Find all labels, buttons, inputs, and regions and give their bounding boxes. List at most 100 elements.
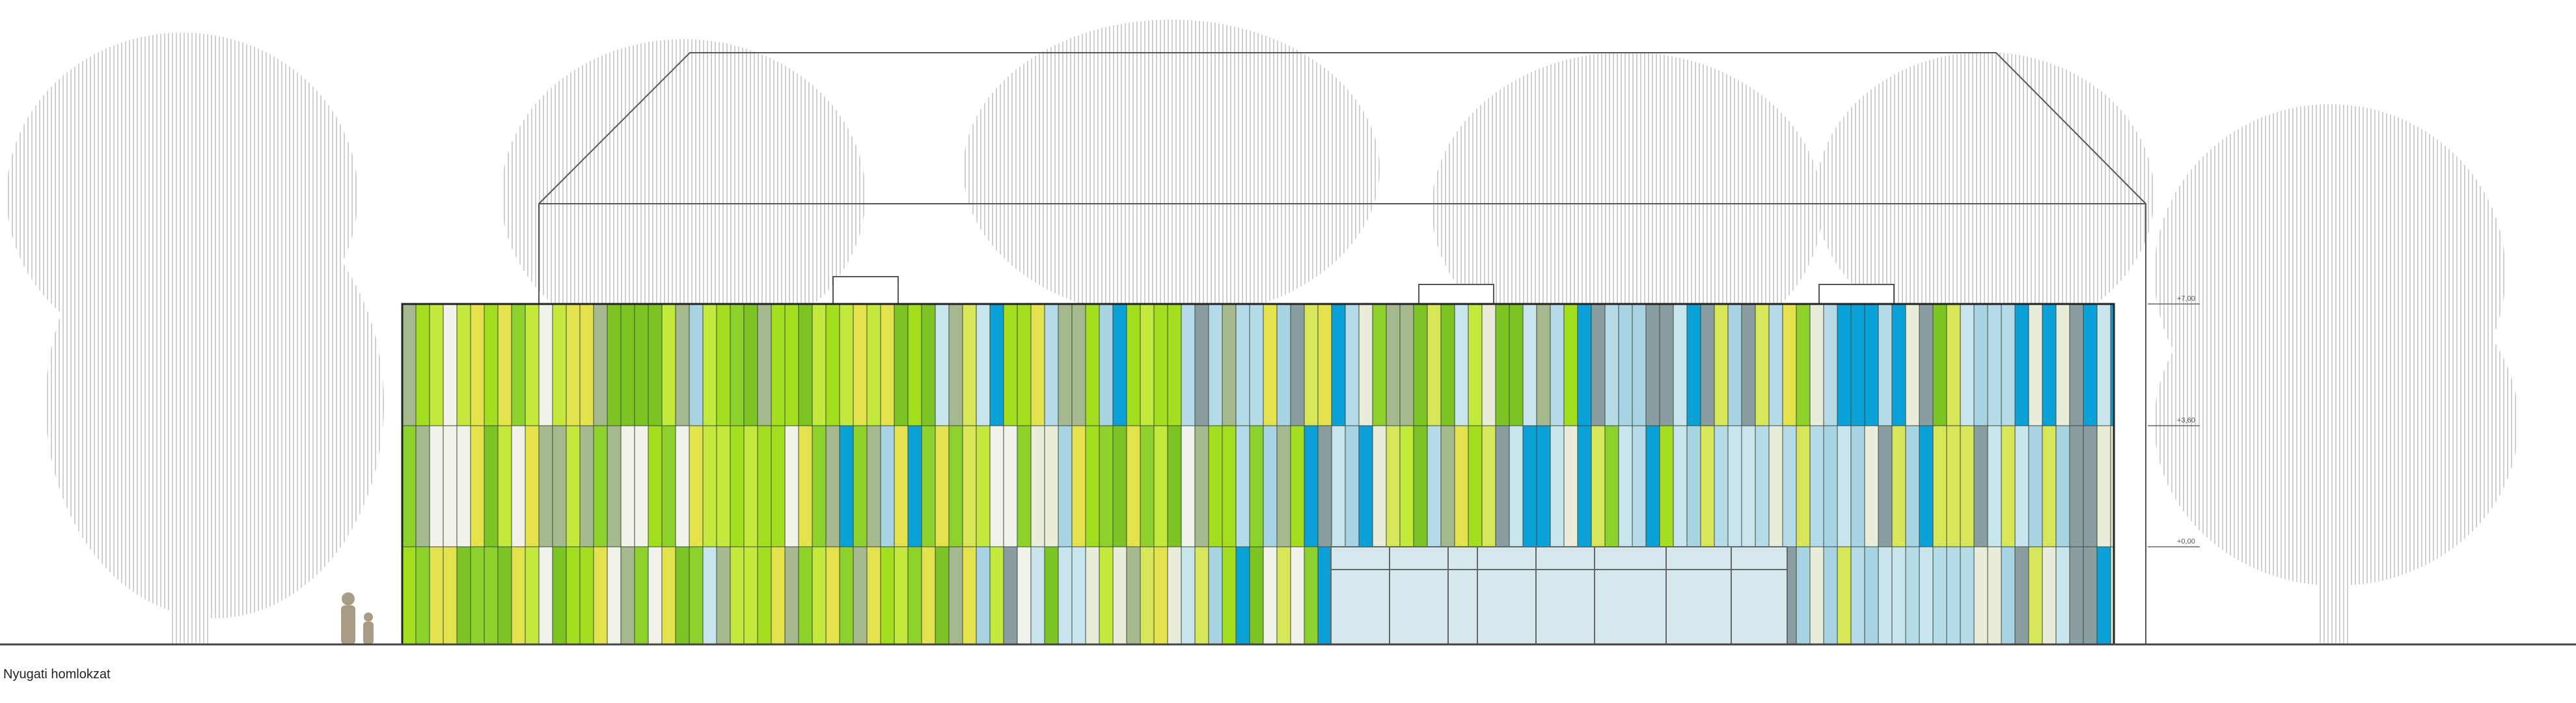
facade-panel xyxy=(443,303,458,426)
facade-panel xyxy=(456,303,471,426)
facade-panel xyxy=(1987,546,2002,645)
facade-panel xyxy=(1768,425,1783,547)
facade-panel xyxy=(1878,546,1893,645)
facade-panel xyxy=(743,546,758,645)
facade-panel xyxy=(415,546,430,645)
facade-panel xyxy=(2096,425,2111,547)
facade-panel xyxy=(1932,303,1947,426)
facade-panel xyxy=(1837,425,1852,547)
facade-panel xyxy=(1235,303,1250,426)
facade-panel xyxy=(525,425,540,547)
facade-panel xyxy=(1058,303,1073,426)
facade-panel xyxy=(1112,303,1127,426)
facade-panel xyxy=(2083,303,2098,426)
facade-panel xyxy=(1618,425,1633,547)
facade-panel xyxy=(661,425,676,547)
facade-panel xyxy=(1946,303,1961,426)
facade-panel xyxy=(593,546,608,645)
facade-panel xyxy=(1768,303,1783,426)
facade-panel xyxy=(579,425,594,547)
facade-panel xyxy=(1058,546,1073,645)
facade-panel xyxy=(1399,425,1414,547)
facade-panel xyxy=(1235,546,1250,645)
facade-panel xyxy=(1796,546,1811,645)
facade-panel xyxy=(948,425,963,547)
facade-panel xyxy=(1468,303,1483,426)
facade-panel xyxy=(2055,303,2070,426)
facade-panel xyxy=(1659,425,1674,547)
facade-panel xyxy=(456,425,471,547)
facade-panel xyxy=(989,303,1004,426)
facade-panel xyxy=(771,303,786,426)
facade-panel xyxy=(812,546,827,645)
facade-panel xyxy=(689,303,704,426)
facade-panel xyxy=(812,303,827,426)
facade-panel xyxy=(853,303,868,426)
facade-panel xyxy=(1495,425,1510,547)
facade-panel xyxy=(1522,303,1537,426)
facade-panel xyxy=(1071,303,1086,426)
facade-panel xyxy=(1126,425,1141,547)
facade-panel xyxy=(702,303,717,426)
facade-panel xyxy=(1249,303,1264,426)
facade-panel xyxy=(880,546,895,645)
facade-panel xyxy=(1891,303,1906,426)
facade-panel xyxy=(1905,425,1920,547)
facade-panel xyxy=(1003,546,1018,645)
level-label: +0,00 xyxy=(2177,538,2195,545)
facade-panel xyxy=(935,425,950,547)
facade-panel xyxy=(757,546,772,645)
facade-panel xyxy=(1550,303,1565,426)
facade-panel xyxy=(634,303,649,426)
facade-panel xyxy=(1987,425,2002,547)
facade-panel xyxy=(907,546,922,645)
facade-panel xyxy=(702,546,717,645)
facade-panel xyxy=(566,425,581,547)
facade-panel xyxy=(1850,546,1865,645)
facade-panel xyxy=(2096,303,2111,426)
level-label: +7,00 xyxy=(2177,295,2195,303)
facade-panel xyxy=(1276,546,1291,645)
facade-panel xyxy=(2083,425,2098,547)
facade-panel xyxy=(1864,425,1879,547)
facade-panel xyxy=(1946,546,1961,645)
facade-panel xyxy=(1577,303,1592,426)
facade-panel xyxy=(443,546,458,645)
facade-panel xyxy=(1194,546,1209,645)
facade-panel xyxy=(1591,303,1606,426)
facade-panel xyxy=(989,425,1004,547)
facade-panel xyxy=(648,303,663,426)
facade-panel xyxy=(402,425,417,547)
facade-panel xyxy=(1194,303,1209,426)
facade-panel xyxy=(784,546,799,645)
facade-panel xyxy=(593,303,608,426)
facade-panel xyxy=(1276,425,1291,547)
facade-panel xyxy=(1481,425,1496,547)
facade-panel xyxy=(1809,425,1824,547)
facade-panel xyxy=(2001,303,2016,426)
facade-panel xyxy=(648,425,663,547)
facade-panel xyxy=(1058,425,1073,547)
facade-panel xyxy=(730,425,745,547)
facade-panel xyxy=(976,303,991,426)
facade-panel xyxy=(1932,546,1947,645)
facade-panel xyxy=(1563,425,1578,547)
facade-panel xyxy=(648,546,663,645)
facade-panel xyxy=(1891,425,1906,547)
facade-panel xyxy=(566,546,581,645)
facade-panel xyxy=(1741,425,1756,547)
facade-panel xyxy=(1249,425,1264,547)
facade-panel xyxy=(470,303,485,426)
drawing-title: Nyugati homlokzat xyxy=(3,667,111,682)
facade-panel xyxy=(470,546,485,645)
facade-panel xyxy=(1263,425,1278,547)
facade-panel xyxy=(1399,303,1414,426)
facade-panel xyxy=(1140,425,1155,547)
facade-panel xyxy=(1358,425,1373,547)
facade-panel xyxy=(866,425,881,547)
facade-panel xyxy=(1167,425,1182,547)
facade-panel xyxy=(538,546,553,645)
facade-panel xyxy=(1317,425,1332,547)
facade-panel xyxy=(456,546,471,645)
entrance xyxy=(1330,546,1788,645)
